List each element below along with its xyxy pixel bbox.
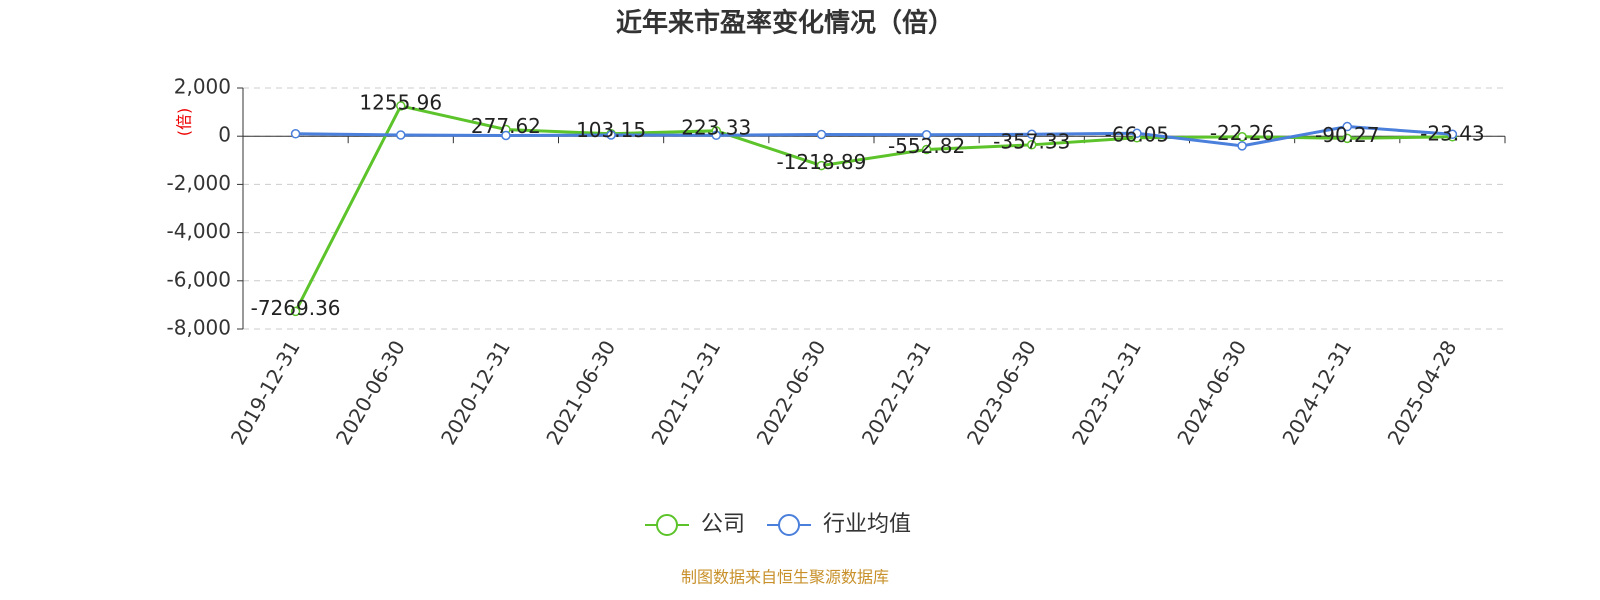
data-label: 223.33 [681, 115, 751, 139]
x-tick-label: 2022-12-31 [857, 336, 936, 449]
data-point [396, 130, 406, 140]
data-label: -7269.36 [251, 296, 341, 320]
y-tick-label: 2,000 [174, 75, 231, 99]
data-label: -357.33 [993, 129, 1070, 153]
data-point [921, 144, 932, 155]
x-tick-label: 2021-06-30 [541, 336, 620, 449]
data-point [1027, 140, 1037, 150]
data-point [290, 306, 301, 317]
data-point [501, 130, 511, 141]
y-tick-label: -6,000 [167, 267, 231, 291]
y-tick-label: -4,000 [167, 219, 231, 243]
data-point [1342, 121, 1352, 132]
y-tick-label: -8,000 [167, 316, 231, 340]
data-label: 277.62 [471, 114, 541, 138]
chart-title: 近年来市盈率变化情况（倍） [616, 8, 954, 39]
data-label: -552.82 [888, 134, 965, 158]
data-point [921, 130, 932, 140]
x-tick-label: 2024-06-30 [1172, 336, 1251, 449]
x-tick-label: 2019-12-31 [226, 336, 305, 449]
data-label: 1255.96 [359, 90, 442, 114]
data-point [816, 160, 827, 171]
data-point [606, 130, 616, 140]
data-point [1027, 129, 1037, 140]
data-point [816, 129, 827, 140]
legend-marker [778, 514, 801, 536]
data-point [1237, 131, 1247, 142]
data-point [1342, 133, 1352, 144]
x-tick-label: 2023-12-31 [1067, 336, 1146, 449]
y-axis-label: (倍) [175, 108, 194, 137]
x-tick-label: 2021-12-31 [646, 336, 725, 449]
x-tick-label: 2020-12-31 [436, 336, 515, 449]
x-tick-label: 2025-04-28 [1383, 336, 1462, 449]
data-point [711, 130, 721, 140]
data-label: -90.27 [1315, 123, 1379, 147]
source-note: 制图数据来自恒生聚源数据库 [681, 568, 889, 587]
data-label: -23.43 [1420, 121, 1484, 145]
data-point [1237, 141, 1247, 151]
series-line [294, 104, 1453, 313]
legend-label: 行业均值 [823, 512, 911, 537]
legend-label: 公司 [701, 512, 745, 537]
data-label: 103.15 [576, 118, 646, 142]
data-point [396, 101, 406, 111]
data-point [290, 129, 301, 139]
y-tick-label: 0 [218, 123, 231, 147]
data-point [1132, 128, 1142, 139]
x-tick-label: 2024-12-31 [1277, 336, 1356, 449]
data-label: -22.26 [1210, 121, 1274, 145]
data-point [1447, 129, 1458, 140]
data-label: -66.05 [1105, 122, 1169, 146]
x-tick-label: 2022-06-30 [752, 336, 831, 449]
legend-marker [656, 514, 678, 536]
series-line [295, 125, 1453, 148]
x-tick-label: 2023-06-30 [962, 336, 1041, 449]
data-label: -1218.89 [776, 150, 866, 174]
y-tick-label: -2,000 [167, 171, 231, 195]
x-tick-label: 2020-06-30 [331, 336, 410, 449]
